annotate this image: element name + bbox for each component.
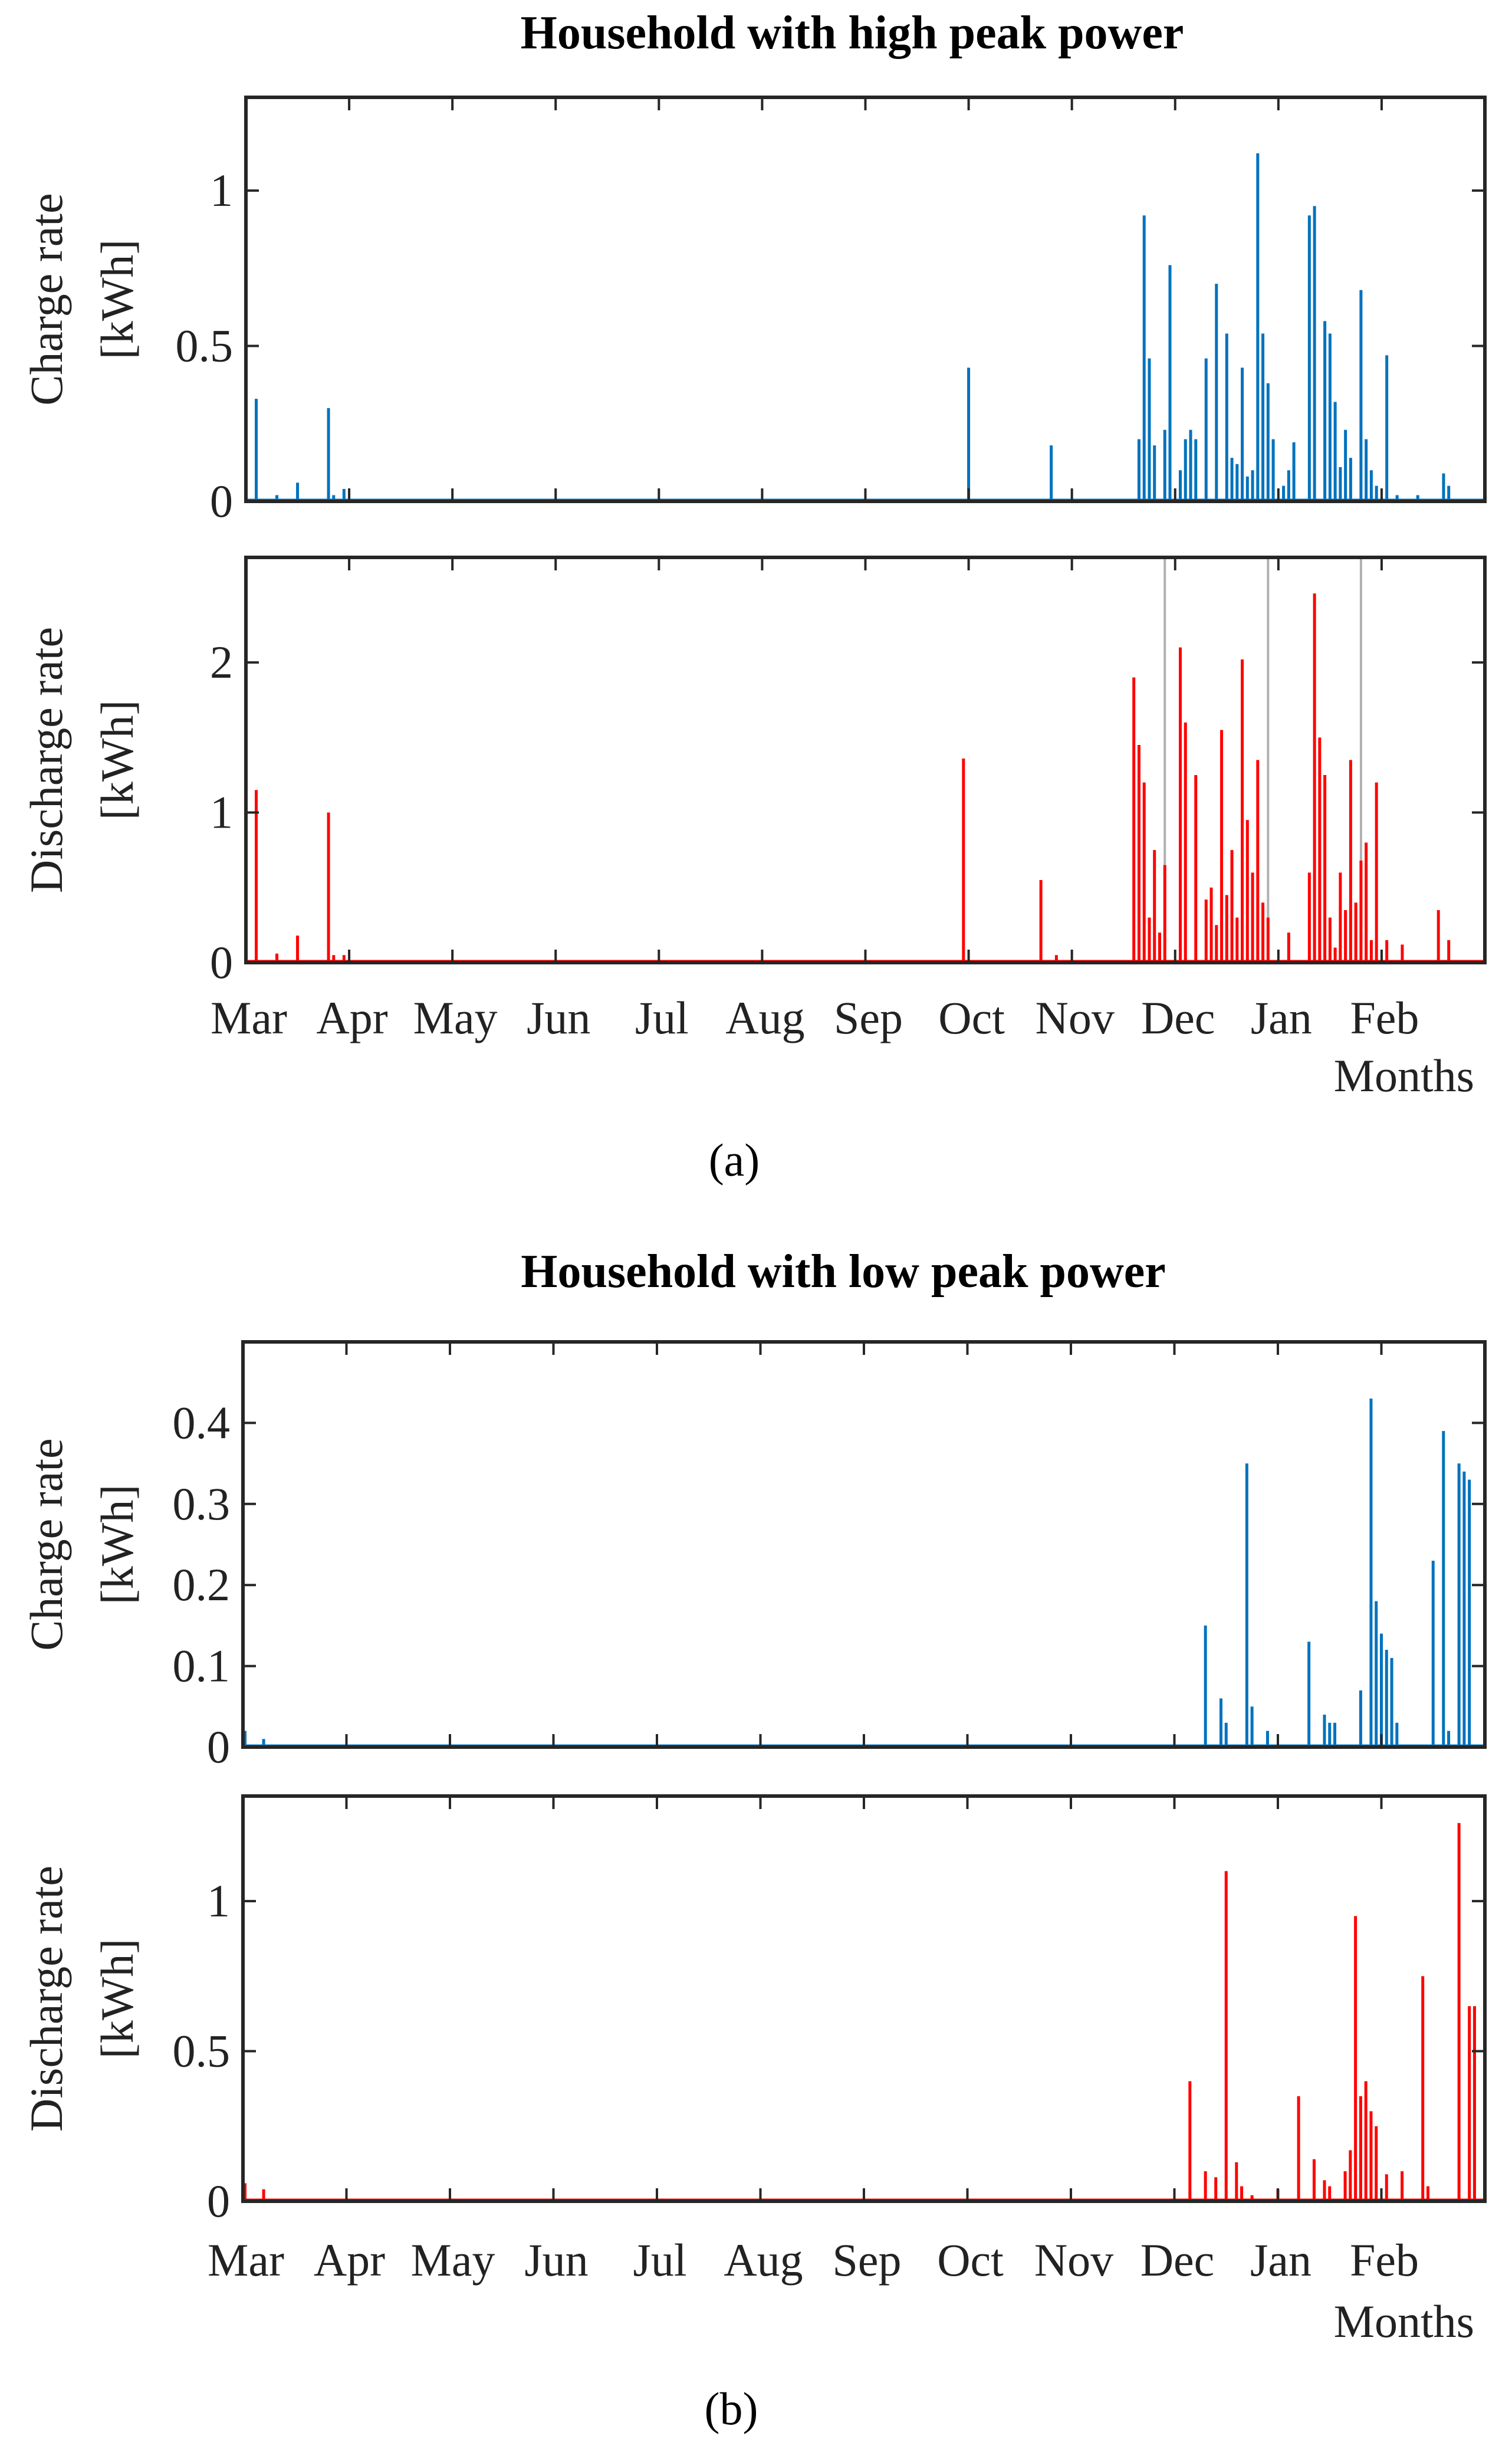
month-axis-low: Mar Apr May Jun Jul Aug Sep Oct Nov Dec Jan Feb — [208, 2234, 1419, 2286]
y-tick-label: 1 — [207, 1875, 230, 1926]
month-label-jul: Jul — [635, 992, 689, 1043]
month-label-feb: Feb — [1350, 992, 1419, 1043]
high-charge-ylabel-unit: [kWh] — [91, 239, 143, 360]
y-tick-label: 0.5 — [173, 2025, 231, 2077]
y-tick-label: 0 — [210, 937, 233, 988]
y-tick-label: 0.1 — [173, 1640, 231, 1692]
month-label-jul: Jul — [633, 2234, 686, 2286]
month-label-nov: Nov — [1035, 992, 1114, 1043]
discharge-plot-low: 0 0.5 1 Discharge rate [kWh] — [21, 1794, 1487, 2227]
month-label-oct: Oct — [938, 992, 1005, 1043]
caption-a: (a) — [709, 1134, 760, 1186]
low-charge-ylabel: Charge rate — [21, 1438, 72, 1650]
y-tick-label: 0 — [207, 1721, 230, 1772]
plot-frame — [244, 96, 1487, 503]
month-label-jan: Jan — [1251, 992, 1312, 1043]
month-label-mar: Mar — [211, 992, 287, 1043]
y-tick-label: 1 — [210, 787, 233, 838]
y-tick-label: 2 — [210, 636, 233, 688]
month-label-oct: Oct — [937, 2234, 1004, 2286]
discharge-plot-high: 0 1 2 Discharge rate [kWh] — [21, 556, 1487, 988]
month-axis-high: Mar Apr May Jun Jul Aug Sep Oct Nov Dec Jan Feb — [211, 992, 1419, 1043]
chart-title-low: Household with low peak power — [521, 1246, 1165, 1298]
y-tick-label: 0.3 — [173, 1478, 231, 1529]
plot-frame — [244, 556, 1487, 964]
month-label-aug: Aug — [725, 992, 804, 1043]
month-label-jun: Jun — [524, 2234, 588, 2286]
month-label-feb: Feb — [1350, 2234, 1419, 2286]
month-label-jun: Jun — [527, 992, 590, 1043]
month-label-may: May — [411, 2234, 495, 2286]
x-axis-label-low: Months — [1334, 2296, 1474, 2347]
y-tick-label: 0.5 — [176, 320, 234, 372]
month-label-sep: Sep — [833, 2234, 902, 2286]
month-label-mar: Mar — [208, 2234, 284, 2286]
plot-frame — [241, 1340, 1487, 1749]
month-label-may: May — [413, 992, 498, 1043]
high-charge-ylabel: Charge rate — [21, 193, 72, 405]
chart-title-high: Household with high peak power — [521, 7, 1184, 59]
month-label-aug: Aug — [724, 2234, 803, 2286]
y-tick-label: 1 — [210, 165, 233, 216]
month-label-jan: Jan — [1250, 2234, 1312, 2286]
high-discharge-ylabel: Discharge rate — [21, 627, 72, 893]
high-discharge-ylabel-unit: [kWh] — [91, 700, 143, 820]
charge-plot-low: 0 0.1 0.2 0.3 0.4 Charge rate [kWh] — [21, 1340, 1487, 1772]
month-label-dec: Dec — [1140, 2234, 1215, 2286]
low-discharge-ylabel-unit: [kWh] — [91, 1939, 143, 2059]
x-axis-label-high: Months — [1334, 1050, 1474, 1101]
y-tick-label: 0 — [210, 475, 233, 527]
month-label-nov: Nov — [1034, 2234, 1113, 2286]
caption-b: (b) — [705, 2383, 758, 2434]
month-label-sep: Sep — [834, 992, 903, 1043]
low-discharge-ylabel: Discharge rate — [21, 1866, 72, 2132]
charge-plot-high: 0 0.5 1 Charge rate [kWh] — [21, 96, 1487, 527]
month-label-apr: Apr — [314, 2234, 385, 2286]
y-tick-label: 0.2 — [173, 1559, 231, 1610]
y-tick-label: 0 — [207, 2175, 230, 2227]
low-charge-ylabel-unit: [kWh] — [91, 1485, 143, 1605]
month-label-apr: Apr — [316, 992, 387, 1043]
month-label-dec: Dec — [1141, 992, 1215, 1043]
y-tick-label: 0.4 — [173, 1397, 231, 1448]
